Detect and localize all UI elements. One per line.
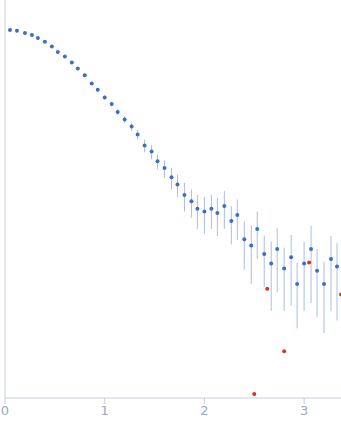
svg-text:2: 2: [200, 403, 208, 418]
svg-text:0: 0: [8, 403, 9, 418]
svg-text:3: 3: [300, 403, 308, 418]
svg-text:1: 1: [101, 403, 109, 418]
